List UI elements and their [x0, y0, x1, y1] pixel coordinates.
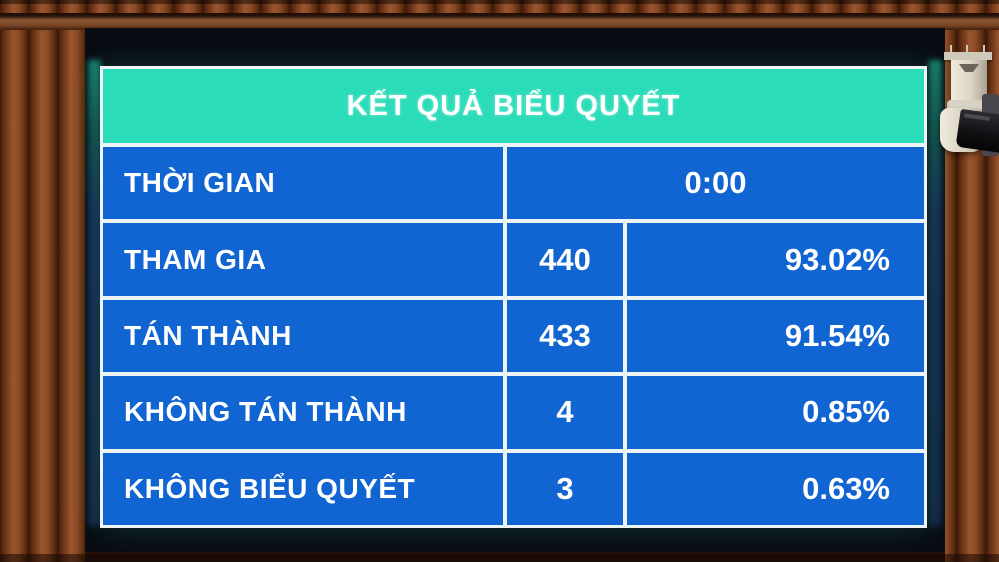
row-khong-bieu-quyet: KHÔNG BIỂU QUYẾT 3 0.63% — [103, 448, 924, 526]
camera-bracket-notch — [959, 64, 979, 72]
vote-percent: 91.54% — [784, 318, 890, 354]
voting-results-board: KẾT QUẢ BIỂU QUYẾT THỜI GIAN 0:00 THAM G… — [100, 66, 927, 528]
row-label: KHÔNG TÁN THÀNH — [103, 376, 507, 449]
wooden-top-beam — [0, 13, 999, 30]
top-shadow — [0, 0, 999, 4]
row-khong-tan-thanh: KHÔNG TÁN THÀNH 4 0.85% — [103, 372, 924, 449]
board-title: KẾT QUẢ BIỂU QUYẾT — [103, 69, 924, 143]
row-label: THAM GIA — [103, 223, 507, 296]
surveillance-camera — [938, 42, 999, 192]
camera-mount-screw — [966, 45, 968, 53]
row-thoi-gian: THỜI GIAN 0:00 — [103, 143, 924, 220]
vote-percent: 0.85% — [802, 394, 890, 430]
row-tham-gia: THAM GIA 440 93.02% — [103, 219, 924, 296]
camera-mount-plate — [944, 52, 992, 60]
bottom-shadow — [0, 554, 999, 562]
vote-count: 3 — [507, 452, 627, 526]
screen-glow-left — [88, 60, 101, 526]
vote-percent: 0.63% — [802, 470, 890, 506]
row-tan-thanh: TÁN THÀNH 433 91.54% — [103, 295, 924, 373]
screen-glow-right — [929, 60, 942, 526]
led-display-screen: KẾT QUẢ BIỂU QUYẾT THỜI GIAN 0:00 THAM G… — [85, 28, 945, 552]
camera-mount-screw — [983, 45, 985, 53]
camera-bracket — [951, 60, 987, 102]
row-label: THỜI GIAN — [103, 147, 507, 220]
vote-percent: 93.02% — [784, 241, 890, 277]
row-label: KHÔNG BIỂU QUYẾT — [103, 452, 507, 526]
vote-count: 4 — [507, 376, 627, 449]
camera-mount-screw — [950, 45, 952, 53]
time-value: 0:00 — [684, 165, 747, 201]
camera-lens — [955, 108, 999, 154]
vote-count: 433 — [507, 299, 627, 373]
camera-lens-glint — [963, 113, 991, 121]
vote-count: 440 — [507, 223, 627, 296]
row-label: TÁN THÀNH — [103, 299, 507, 373]
